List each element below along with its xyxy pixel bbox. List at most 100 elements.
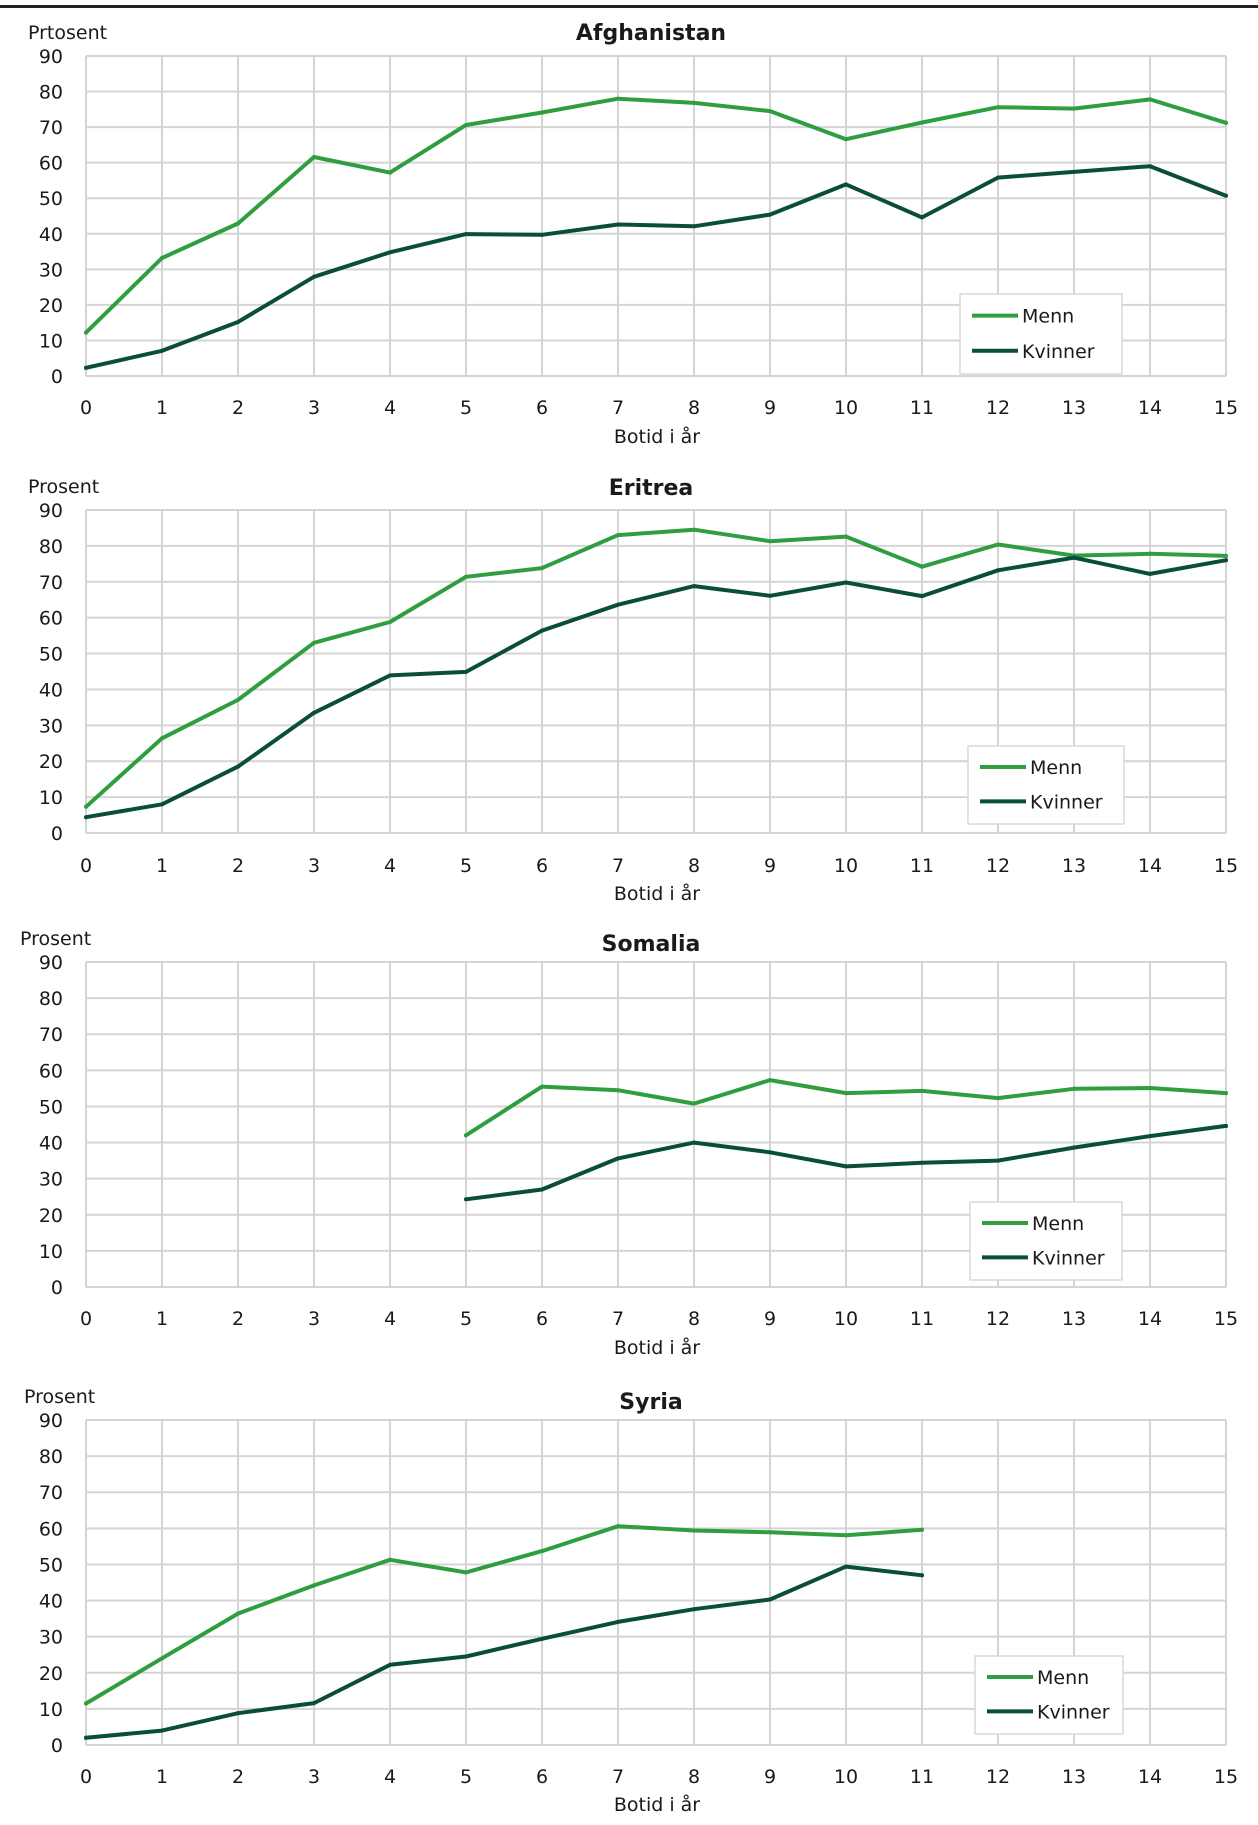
data-point-menn (768, 1078, 772, 1083)
y-tick-label: 50 (39, 644, 63, 666)
y-axis-title: Prtosent (28, 22, 107, 44)
y-tick-label: 70 (39, 1024, 63, 1046)
y-tick-label: 50 (39, 1096, 63, 1118)
legend-label-kvinner: Kvinner (1022, 341, 1095, 363)
y-tick-label: 0 (51, 1277, 63, 1299)
data-point-kvinner (920, 215, 924, 220)
data-point-kvinner (1072, 169, 1076, 174)
y-tick-label: 50 (39, 1554, 63, 1576)
data-point-kvinner (1224, 558, 1228, 563)
x-tick-label: 3 (308, 1766, 320, 1788)
data-point-menn (920, 120, 924, 125)
data-point-menn (160, 736, 164, 741)
x-tick-label: 1 (156, 397, 168, 419)
y-tick-label: 30 (39, 259, 63, 281)
y-tick-label: 0 (51, 366, 63, 388)
x-tick-label: 15 (1214, 1308, 1238, 1330)
legend-label-menn: Menn (1022, 306, 1074, 328)
data-point-kvinner (1224, 1123, 1228, 1128)
data-point-menn (1224, 1091, 1228, 1096)
y-tick-label: 20 (39, 1205, 63, 1227)
data-point-menn (236, 221, 240, 226)
data-point-kvinner (768, 1597, 772, 1602)
x-tick-label: 6 (536, 1308, 548, 1330)
legend-label-kvinner: Kvinner (1037, 1701, 1110, 1723)
data-point-menn (84, 330, 88, 335)
data-point-kvinner (236, 319, 240, 324)
data-point-kvinner (616, 222, 620, 227)
x-tick-label: 7 (612, 855, 624, 877)
data-point-menn (160, 255, 164, 260)
series-line-kvinner (84, 1564, 924, 1740)
x-tick-label: 14 (1138, 855, 1162, 877)
y-tick-label: 90 (39, 952, 63, 974)
y-tick-label: 20 (39, 295, 63, 317)
data-point-kvinner (84, 1735, 88, 1740)
top-rule (0, 5, 1258, 8)
data-point-menn (1072, 106, 1076, 111)
y-tick-label: 40 (39, 224, 63, 246)
x-tick-label: 14 (1138, 1308, 1162, 1330)
x-tick-label: 9 (764, 1308, 776, 1330)
data-point-kvinner (540, 1636, 544, 1641)
y-tick-label: 20 (39, 751, 63, 773)
y-tick-label: 90 (39, 1410, 63, 1432)
y-axis-title: Prosent (24, 1386, 95, 1408)
x-tick-label: 11 (910, 1766, 934, 1788)
data-point-kvinner (160, 348, 164, 353)
data-point-kvinner (160, 1728, 164, 1733)
x-tick-label: 13 (1062, 1308, 1086, 1330)
y-tick-label: 40 (39, 1591, 63, 1613)
legend-label-kvinner: Kvinner (1030, 791, 1103, 813)
x-axis-title: Botid i år (614, 1793, 700, 1816)
y-tick-label: 80 (39, 988, 63, 1010)
y-tick-label: 0 (51, 1735, 63, 1757)
data-point-kvinner (996, 568, 1000, 573)
x-tick-label: 8 (688, 397, 700, 419)
x-tick-label: 11 (910, 855, 934, 877)
data-point-kvinner (1072, 1145, 1076, 1150)
data-point-kvinner (1148, 1134, 1152, 1139)
data-point-menn (996, 105, 1000, 110)
data-point-menn (996, 542, 1000, 547)
data-point-menn (996, 1096, 1000, 1101)
y-tick-label: 40 (39, 1133, 63, 1155)
y-tick-label: 60 (39, 1060, 63, 1082)
x-tick-label: 15 (1214, 397, 1238, 419)
x-tick-label: 5 (460, 397, 472, 419)
data-point-kvinner (464, 1654, 468, 1659)
y-tick-label: 20 (39, 1663, 63, 1685)
x-tick-label: 4 (384, 1766, 396, 1788)
data-point-kvinner (236, 1711, 240, 1716)
x-tick-label: 4 (384, 855, 396, 877)
data-point-menn (692, 100, 696, 105)
data-point-menn (540, 110, 544, 115)
data-point-kvinner (312, 1701, 316, 1706)
x-tick-label: 11 (910, 397, 934, 419)
data-point-kvinner (1224, 193, 1228, 198)
data-point-menn (1148, 551, 1152, 556)
series-line-menn (84, 96, 1228, 335)
x-tick-label: 9 (764, 1766, 776, 1788)
y-tick-label: 10 (39, 1699, 63, 1721)
data-point-menn (84, 804, 88, 809)
data-point-menn (844, 534, 848, 539)
x-tick-label: 0 (80, 1766, 92, 1788)
y-tick-label: 80 (39, 82, 63, 104)
y-tick-label: 0 (51, 823, 63, 845)
data-point-kvinner (1148, 164, 1152, 169)
data-point-menn (616, 533, 620, 538)
x-tick-label: 10 (834, 1308, 858, 1330)
data-point-menn (768, 1530, 772, 1535)
y-tick-label: 70 (39, 117, 63, 139)
data-point-kvinner (1148, 571, 1152, 576)
data-point-menn (236, 1611, 240, 1616)
data-point-kvinner (84, 365, 88, 370)
data-point-menn (692, 1101, 696, 1106)
data-point-kvinner (312, 710, 316, 715)
series-line-kvinner (84, 164, 1228, 370)
chart-title: Somalia (602, 932, 701, 957)
